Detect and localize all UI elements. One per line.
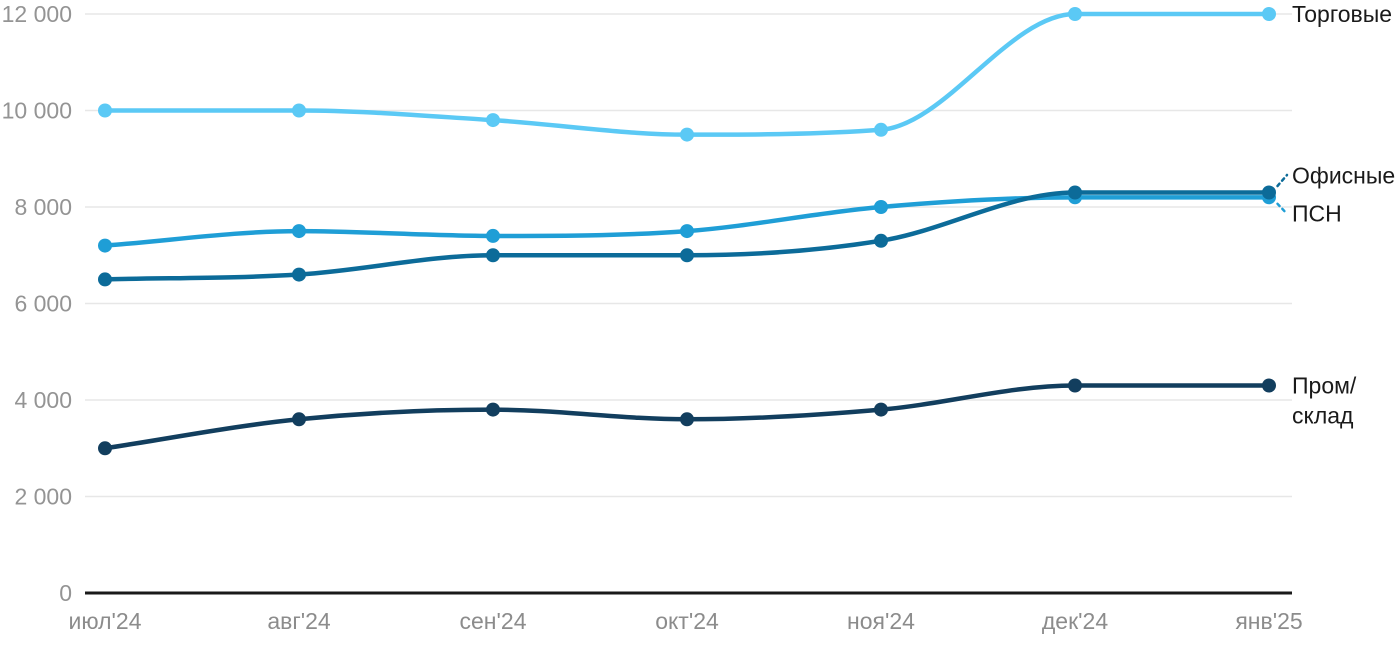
series-point-prom-sklad <box>98 441 112 456</box>
x-axis-tick-label: янв'25 <box>1235 608 1302 634</box>
x-axis-tick-label: сен'24 <box>460 608 527 634</box>
series-point-psn <box>292 224 306 239</box>
series-label-psn: ПСН <box>1292 200 1342 226</box>
series-label-prom-sklad: склад <box>1292 403 1354 429</box>
series-point-prom-sklad <box>486 402 500 417</box>
y-axis-tick-label: 4 000 <box>14 387 72 413</box>
x-axis-tick-label: окт'24 <box>655 608 719 634</box>
series-point-ofisnye <box>1262 185 1276 200</box>
series-point-ofisnye <box>98 272 112 287</box>
y-axis-tick-label: 12 000 <box>2 1 72 27</box>
y-axis-tick-label: 6 000 <box>14 291 72 317</box>
series-lines <box>98 7 1276 456</box>
series-point-prom-sklad <box>874 402 888 417</box>
series-point-torgovye <box>98 103 112 118</box>
series-point-psn <box>680 224 694 239</box>
series-point-prom-sklad <box>680 412 694 427</box>
series-point-torgovye <box>874 122 888 137</box>
series-label-prom-sklad: Пром/ <box>1292 373 1357 399</box>
series-point-psn <box>98 238 112 253</box>
x-axis-tick-label: авг'24 <box>267 608 331 634</box>
x-axis-tick-label: июл'24 <box>69 608 142 634</box>
series-point-ofisnye <box>874 233 888 248</box>
series-point-prom-sklad <box>292 412 306 427</box>
series-point-torgovye <box>1068 7 1082 21</box>
series-label-torgovye: Торговые <box>1292 1 1392 27</box>
series-label-ofisnye: Офисные <box>1292 163 1395 189</box>
series-point-ofisnye <box>680 248 694 263</box>
x-axis-tick-label: ноя'24 <box>847 608 915 634</box>
series-point-prom-sklad <box>1068 378 1082 393</box>
series-point-torgovye <box>292 103 306 118</box>
series-label-leader-psn <box>1276 202 1289 216</box>
series-point-ofisnye <box>1068 185 1082 200</box>
y-axis-tick-label: 10 000 <box>2 98 72 124</box>
y-axis-tick-label: 2 000 <box>14 484 72 510</box>
x-axis-tick-labels: июл'24 авг'24 сен'24 окт'24 ноя'24 дек'24 янв'… <box>69 608 1303 634</box>
series-point-psn <box>486 228 500 243</box>
y-axis-tick-label: 0 <box>59 580 72 606</box>
series-point-torgovye <box>1262 7 1276 21</box>
y-axis-tick-label: 8 000 <box>14 194 72 220</box>
y-axis-tick-labels: 0 2 000 4 000 6 000 8 000 10 000 12 000 <box>2 1 72 606</box>
series-point-torgovye <box>486 113 500 128</box>
series-labels: Торговые ПСН Офисные Пром/склад <box>1276 1 1395 429</box>
series-point-ofisnye <box>486 248 500 263</box>
series-point-psn <box>874 200 888 214</box>
series-point-prom-sklad <box>1262 378 1276 393</box>
x-axis-tick-label: дек'24 <box>1042 608 1108 634</box>
series-label-leader-ofisnye <box>1276 173 1289 188</box>
series-point-torgovye <box>680 127 694 142</box>
series-point-ofisnye <box>292 267 306 282</box>
